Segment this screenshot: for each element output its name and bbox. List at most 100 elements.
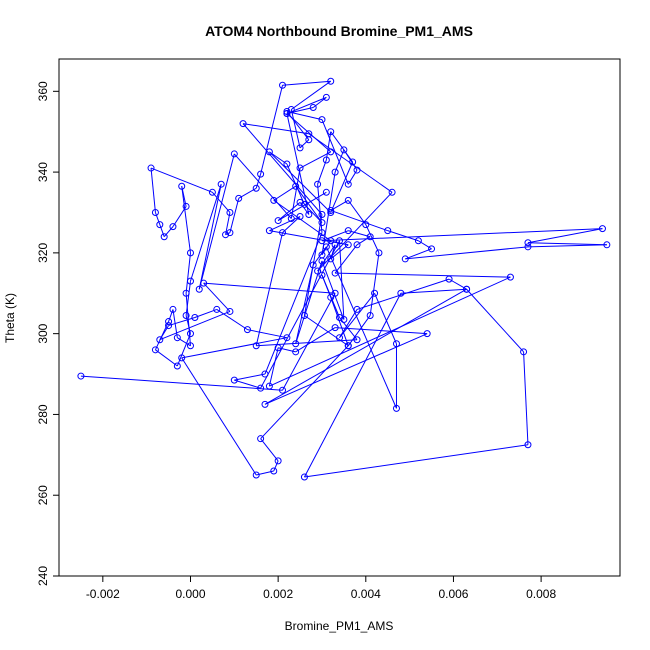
series-segment bbox=[286, 96, 327, 114]
data-point bbox=[336, 314, 343, 321]
data-point bbox=[327, 128, 335, 136]
series-segment bbox=[290, 167, 301, 219]
series-segment bbox=[273, 460, 279, 472]
series-segment bbox=[303, 293, 402, 478]
data-point bbox=[309, 261, 317, 269]
data-point bbox=[423, 330, 431, 338]
series-segment bbox=[290, 109, 301, 148]
series-segment bbox=[181, 337, 288, 359]
data-point bbox=[314, 180, 322, 188]
series-segment bbox=[334, 244, 358, 274]
data-point bbox=[235, 194, 243, 202]
series-segment bbox=[150, 167, 213, 193]
series-segment bbox=[405, 248, 432, 260]
series-segment bbox=[527, 244, 607, 248]
data-point bbox=[182, 202, 190, 210]
series-segment bbox=[190, 184, 222, 282]
data-point bbox=[283, 110, 291, 118]
x-tick-label: 0.008 bbox=[526, 587, 556, 601]
series-segment bbox=[321, 119, 349, 185]
series-segment bbox=[273, 199, 332, 242]
data-point bbox=[344, 241, 352, 249]
data-point bbox=[300, 473, 308, 481]
data-point bbox=[261, 400, 269, 408]
series-segment bbox=[348, 230, 371, 238]
data-point bbox=[349, 158, 357, 166]
series-segment bbox=[374, 293, 397, 344]
data-point bbox=[208, 188, 216, 196]
series-segment bbox=[400, 288, 467, 294]
data-point bbox=[322, 156, 330, 164]
data-point bbox=[318, 237, 326, 245]
data-point bbox=[353, 241, 361, 249]
series-segment bbox=[387, 230, 419, 242]
data-point bbox=[388, 188, 396, 196]
data-point bbox=[292, 182, 300, 190]
data-point bbox=[524, 239, 532, 247]
data-point bbox=[322, 93, 330, 101]
data-point bbox=[318, 219, 326, 227]
data-point bbox=[463, 285, 471, 293]
data-point bbox=[186, 277, 194, 285]
data-point bbox=[344, 227, 352, 235]
data-point bbox=[279, 81, 287, 89]
series-segment bbox=[405, 246, 529, 260]
series-segment bbox=[321, 228, 603, 242]
series-segment bbox=[286, 113, 310, 215]
data-point bbox=[186, 249, 194, 257]
data-point bbox=[186, 342, 194, 350]
data-point bbox=[213, 305, 221, 313]
series-segment bbox=[260, 438, 279, 462]
data-point bbox=[147, 164, 155, 172]
series-segment bbox=[216, 309, 248, 331]
series-segment bbox=[317, 184, 323, 233]
data-point bbox=[252, 342, 260, 350]
series-segment bbox=[299, 151, 331, 169]
series-segment bbox=[194, 308, 217, 318]
data-point bbox=[257, 170, 265, 178]
data-point bbox=[300, 200, 308, 208]
series-segment bbox=[242, 123, 323, 215]
data-point bbox=[296, 213, 304, 221]
series-segment bbox=[290, 80, 332, 110]
series-segment bbox=[347, 200, 367, 225]
data-point bbox=[160, 233, 168, 241]
data-point bbox=[318, 116, 326, 124]
series-segment bbox=[225, 232, 231, 236]
data-point bbox=[401, 255, 409, 263]
data-point bbox=[257, 435, 265, 443]
data-point bbox=[397, 289, 405, 297]
data-point bbox=[300, 311, 308, 319]
x-axis-label: Bromine_PM1_AMS bbox=[285, 619, 394, 633]
data-point bbox=[77, 372, 85, 380]
data-point bbox=[283, 334, 291, 342]
series-segment bbox=[321, 172, 336, 255]
series-segment bbox=[286, 113, 332, 153]
y-tick-label: 240 bbox=[36, 566, 50, 586]
series-segment bbox=[255, 232, 284, 346]
data-point bbox=[524, 243, 532, 251]
series-segment bbox=[185, 252, 191, 294]
series-segment bbox=[168, 309, 174, 322]
series-segment bbox=[527, 242, 607, 246]
data-point bbox=[384, 227, 392, 235]
chart-title: ATOM4 Northbound Bromine_PM1_AMS bbox=[205, 23, 473, 39]
series-segment bbox=[330, 161, 354, 213]
series-segment bbox=[264, 232, 323, 375]
data-point bbox=[274, 217, 282, 225]
data-point bbox=[327, 293, 335, 301]
data-point bbox=[243, 326, 251, 334]
data-point bbox=[392, 340, 400, 348]
series-segment bbox=[172, 206, 187, 227]
series-segment bbox=[369, 252, 380, 316]
data-point bbox=[265, 148, 273, 156]
data-point bbox=[292, 340, 300, 348]
data-point bbox=[195, 285, 203, 293]
data-point bbox=[327, 77, 335, 85]
data-point bbox=[230, 376, 238, 384]
data-point bbox=[353, 166, 361, 174]
data-point bbox=[327, 208, 335, 216]
data-point bbox=[279, 229, 287, 237]
series-segment bbox=[212, 191, 231, 213]
data-point bbox=[279, 386, 287, 394]
